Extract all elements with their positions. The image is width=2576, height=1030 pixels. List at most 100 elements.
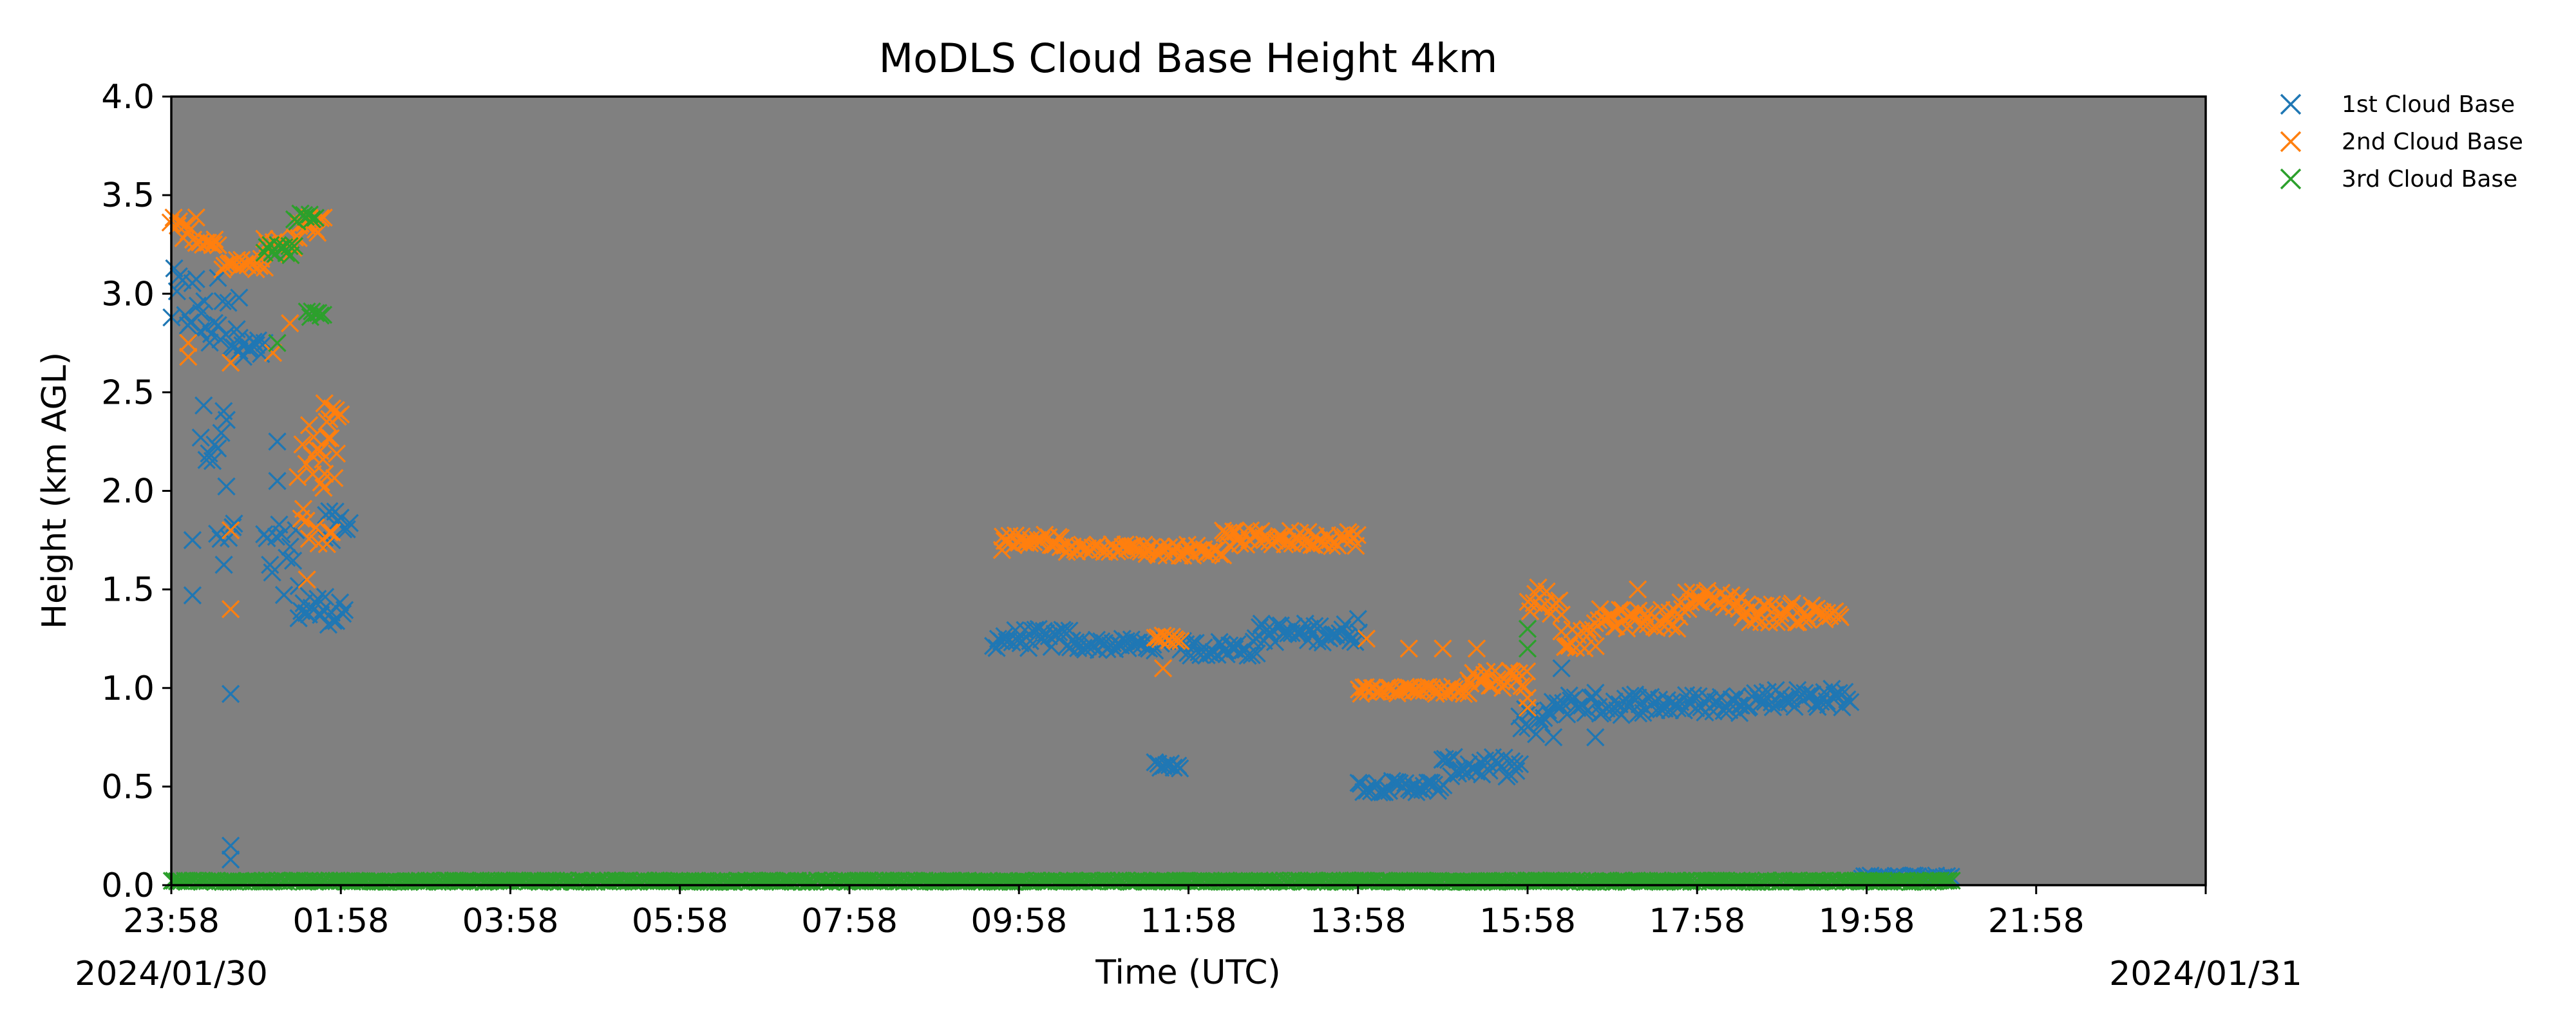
data-point xyxy=(1575,639,1594,658)
data-point xyxy=(222,836,240,855)
data-point xyxy=(209,439,227,458)
y-tick-label: 2.0 xyxy=(101,473,155,511)
data-point xyxy=(325,469,344,487)
data-point xyxy=(299,529,318,548)
data-point xyxy=(203,451,222,471)
data-point xyxy=(1336,615,1354,634)
data-point xyxy=(213,292,232,311)
data-point xyxy=(1831,608,1850,626)
data-point xyxy=(1066,633,1085,651)
data-point xyxy=(1672,600,1692,619)
data-point xyxy=(293,435,312,454)
data-point xyxy=(1183,633,1202,653)
x-axis: 23:58 01:58 03:58 05:58 07:58 09:58 11:58 13:58… xyxy=(123,885,2207,941)
y-tick-label: 0.5 xyxy=(101,768,155,807)
data-point xyxy=(312,605,330,624)
data-point xyxy=(1439,751,1458,769)
data-point xyxy=(317,535,336,554)
data-point xyxy=(179,333,198,352)
data-point xyxy=(216,872,235,891)
data-point xyxy=(1830,684,1848,702)
data-point xyxy=(1356,678,1375,697)
series-2nd-cloud-base xyxy=(161,208,1850,717)
data-point xyxy=(1510,754,1530,774)
data-point xyxy=(187,208,205,227)
data-point xyxy=(1247,644,1266,663)
x-tick-label: 07:58 xyxy=(801,902,898,941)
data-point xyxy=(209,268,227,287)
data-point xyxy=(268,333,287,352)
x-tick-label: 09:58 xyxy=(971,902,1067,941)
data-point xyxy=(1338,627,1357,646)
data-points xyxy=(161,204,1961,892)
data-point xyxy=(194,396,213,415)
legend: 1st Cloud Base 2nd Cloud Base 3rd Cloud Ba… xyxy=(2280,91,2523,192)
data-point xyxy=(1463,759,1481,778)
data-point xyxy=(1841,693,1860,711)
data-point xyxy=(1346,633,1365,651)
data-point xyxy=(314,305,333,324)
data-point xyxy=(1348,526,1367,545)
data-point xyxy=(1558,705,1577,724)
data-point xyxy=(1467,639,1486,658)
data-point xyxy=(285,237,304,256)
data-point xyxy=(222,521,240,539)
data-point xyxy=(187,270,205,288)
data-point xyxy=(320,502,339,521)
data-point xyxy=(1357,630,1376,648)
data-point xyxy=(1689,592,1709,612)
data-point xyxy=(222,600,240,619)
data-point xyxy=(297,511,316,530)
data-point xyxy=(1578,620,1597,639)
data-point xyxy=(1492,758,1510,776)
data-point xyxy=(333,604,352,623)
data-point xyxy=(323,523,341,542)
data-point xyxy=(1628,580,1647,599)
data-point xyxy=(1668,699,1687,718)
data-point xyxy=(321,429,340,447)
data-point xyxy=(176,216,195,234)
data-point xyxy=(222,850,240,869)
data-point xyxy=(1677,583,1696,602)
y-axis-label: Height (km AGL) xyxy=(35,352,74,629)
data-point xyxy=(1518,639,1537,658)
data-point xyxy=(1783,594,1802,613)
data-point xyxy=(1517,662,1537,681)
data-point xyxy=(1799,610,1818,629)
data-point xyxy=(1591,600,1609,619)
data-point xyxy=(1785,697,1804,716)
data-point xyxy=(304,427,323,446)
data-point xyxy=(1128,633,1147,652)
data-point xyxy=(1537,582,1556,601)
legend-label: 1st Cloud Base xyxy=(2342,91,2515,118)
data-point xyxy=(1578,700,1598,720)
x-tick-label: 19:58 xyxy=(1819,902,1915,941)
data-point xyxy=(1668,619,1687,638)
data-point xyxy=(1153,659,1173,678)
data-point xyxy=(217,411,236,429)
data-point xyxy=(1611,601,1629,619)
series-3rd-cloud-base xyxy=(162,204,1961,892)
data-point xyxy=(1776,690,1794,709)
data-point xyxy=(332,405,350,424)
data-point xyxy=(219,294,238,312)
data-point xyxy=(1636,604,1654,623)
data-point xyxy=(1518,698,1537,717)
data-point xyxy=(281,246,300,265)
x-tick-label: 23:58 xyxy=(123,902,220,941)
data-point xyxy=(263,563,281,582)
x-tick-label: 15:58 xyxy=(1479,902,1576,941)
data-point xyxy=(1586,728,1605,747)
data-point xyxy=(183,530,202,550)
data-point xyxy=(1399,639,1418,658)
data-point xyxy=(204,235,223,254)
data-point xyxy=(281,538,299,556)
data-point xyxy=(1807,599,1826,618)
data-point xyxy=(214,556,233,574)
data-point xyxy=(217,477,236,496)
legend-label: 2nd Cloud Base xyxy=(2342,129,2523,155)
data-point xyxy=(182,219,200,238)
data-point xyxy=(192,304,211,323)
y-tick-label: 2.5 xyxy=(101,373,155,412)
data-point xyxy=(202,324,221,344)
